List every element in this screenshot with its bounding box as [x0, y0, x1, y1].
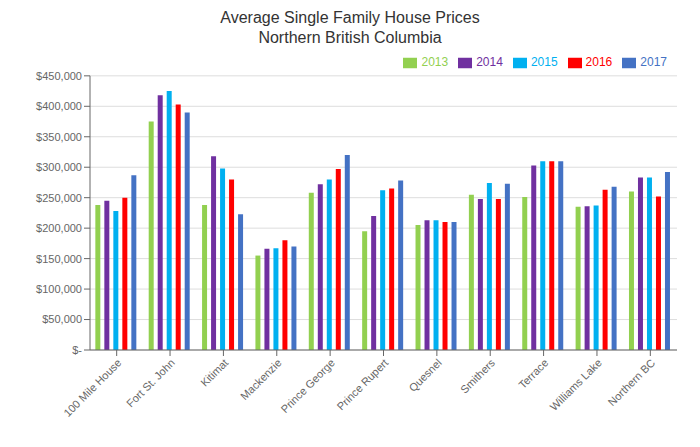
html-text:Average Single Family House Pr: Average Single Family House Prices [220, 9, 480, 26]
html-text:2013: 2013 [421, 55, 449, 69]
html-text:2014: 2014 [476, 55, 503, 69]
svg-text:Northern BC: Northern BC [606, 356, 658, 408]
svg-text:Mackenzie: Mackenzie [238, 356, 284, 402]
svg-text:$-: $- [72, 344, 82, 356]
svg-text:$200,000: $200,000 [36, 222, 82, 234]
html-text:2015: 2015 [530, 55, 558, 69]
svg-text:$150,000: $150,000 [36, 253, 82, 265]
svg-text:$100,000: $100,000 [36, 283, 82, 295]
svg-text:$250,000: $250,000 [36, 192, 82, 204]
svg-text:Kitimat: Kitimat [198, 356, 230, 388]
svg-text:$50,000: $50,000 [42, 313, 82, 325]
svg-text:$350,000: $350,000 [36, 131, 82, 143]
svg-text:Smithers: Smithers [458, 356, 498, 396]
svg-text:Terrace: Terrace [516, 356, 550, 390]
svg-text:100 Mile House: 100 Mile House [61, 356, 124, 419]
html-text:2016: 2016 [585, 55, 613, 69]
svg-text:$300,000: $300,000 [36, 161, 82, 173]
html-text:Northern British Columbia: Northern British Columbia [258, 29, 442, 46]
svg-text:Williams Lake: Williams Lake [547, 356, 603, 412]
svg-text:Quesnel: Quesnel [406, 356, 443, 393]
svg-text:$400,000: $400,000 [36, 100, 82, 112]
html-text:2017: 2017 [640, 55, 667, 69]
svg-text:Prince Rupert: Prince Rupert [334, 356, 390, 412]
svg-text:Prince George: Prince George [278, 356, 337, 415]
svg-text:Fort St. John: Fort St. John [124, 356, 177, 409]
svg-text:$450,000: $450,000 [36, 70, 82, 82]
